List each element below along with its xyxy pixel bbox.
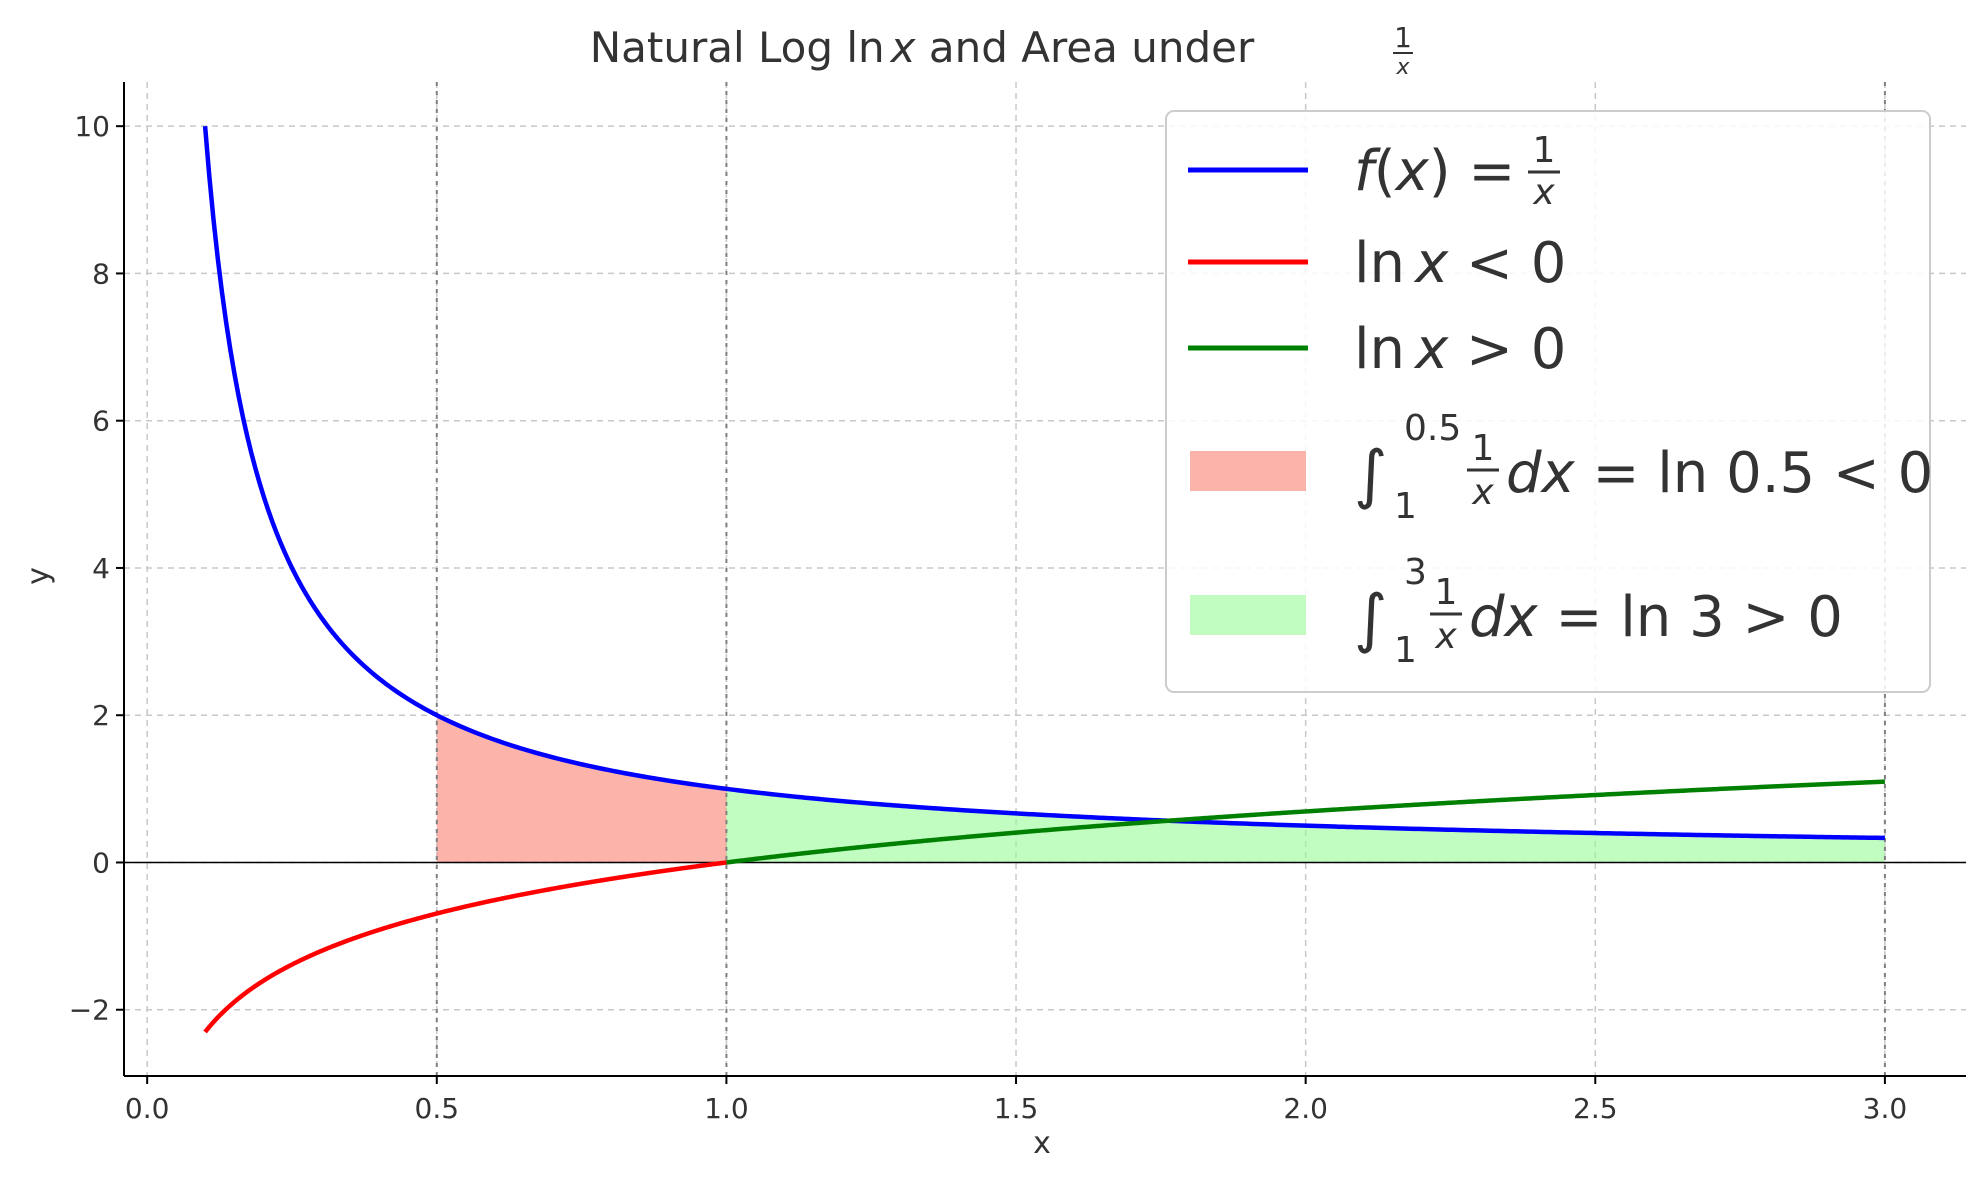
- y-tick-label: 4: [92, 552, 110, 585]
- title-fraction: 1 x: [1393, 21, 1413, 80]
- x-tick-label: 0.0: [125, 1092, 170, 1125]
- svg-text:0.5: 0.5: [1404, 408, 1461, 449]
- legend-label-area-pos: ∫ 3 1 1 x dx = ln 3 > 0: [1354, 552, 1843, 671]
- legend-swatch-area-neg: [1190, 451, 1306, 491]
- x-ticks: 0.0 0.5 1.0 1.5 2.0 2.5 3.0: [125, 1076, 1907, 1125]
- x-tick-label: 0.5: [415, 1092, 460, 1125]
- legend-label-ln-neg: ln x < 0: [1354, 231, 1566, 296]
- svg-text:∫: ∫: [1354, 582, 1387, 656]
- area-ln-neg: [436, 715, 727, 863]
- x-tick-label: 1.5: [994, 1092, 1039, 1125]
- svg-text:f(x) =: f(x) =: [1354, 139, 1515, 204]
- chart-title: Natural Log ln x and Area under: [590, 23, 1255, 72]
- svg-text:1: 1: [1435, 572, 1458, 613]
- y-tick-label: −2: [69, 994, 110, 1027]
- svg-text:1: 1: [1533, 130, 1556, 171]
- x-tick-label: 2.0: [1283, 1092, 1328, 1125]
- y-axis-label: y: [21, 567, 56, 585]
- legend-label-f: f(x) = 1 x: [1354, 130, 1560, 213]
- svg-text:x: x: [1532, 172, 1555, 213]
- legend-label-ln-pos: ln x > 0: [1354, 317, 1566, 382]
- x-tick-label: 3.0: [1863, 1092, 1908, 1125]
- curve-reciprocal: [202, 125, 1885, 841]
- svg-text:1: 1: [1394, 486, 1417, 527]
- svg-text:1: 1: [1394, 630, 1417, 671]
- legend-frame: [1165, 110, 1931, 693]
- curve-ln-neg: [203, 860, 728, 1034]
- area-ln-pos: [726, 788, 1885, 863]
- legend: f(x) = 1 x ln x < 0 ln x > 0 ∫ 0.5 1 1 x d…: [1165, 110, 1933, 693]
- y-ticks: −2 0 2 4 6 8 10: [69, 110, 124, 1027]
- svg-text:x: x: [1395, 55, 1410, 80]
- y-tick-label: 10: [74, 110, 110, 143]
- curve-ln-pos: [726, 779, 1886, 865]
- y-tick-label: 0: [92, 846, 110, 879]
- svg-text:dx = ln 0.5 < 0: dx = ln 0.5 < 0: [1506, 441, 1933, 506]
- svg-text:∫: ∫: [1354, 438, 1387, 512]
- curves: [202, 125, 1886, 1034]
- y-tick-label: 8: [92, 257, 110, 290]
- legend-label-area-neg: ∫ 0.5 1 1 x dx = ln 0.5 < 0: [1354, 408, 1933, 527]
- x-tick-label: 2.5: [1573, 1092, 1618, 1125]
- svg-text:1: 1: [1394, 21, 1412, 54]
- svg-text:x: x: [1471, 472, 1494, 513]
- legend-swatch-area-pos: [1190, 595, 1306, 635]
- x-tick-label: 1.0: [704, 1092, 749, 1125]
- y-tick-label: 6: [92, 405, 110, 438]
- svg-text:3: 3: [1404, 552, 1427, 593]
- shaded-areas: [436, 715, 1885, 863]
- x-axis-label: x: [1033, 1126, 1051, 1161]
- svg-text:dx = ln 3 > 0: dx = ln 3 > 0: [1469, 585, 1843, 650]
- y-tick-label: 2: [92, 699, 110, 732]
- svg-text:1: 1: [1472, 428, 1495, 469]
- svg-text:x: x: [1434, 616, 1457, 657]
